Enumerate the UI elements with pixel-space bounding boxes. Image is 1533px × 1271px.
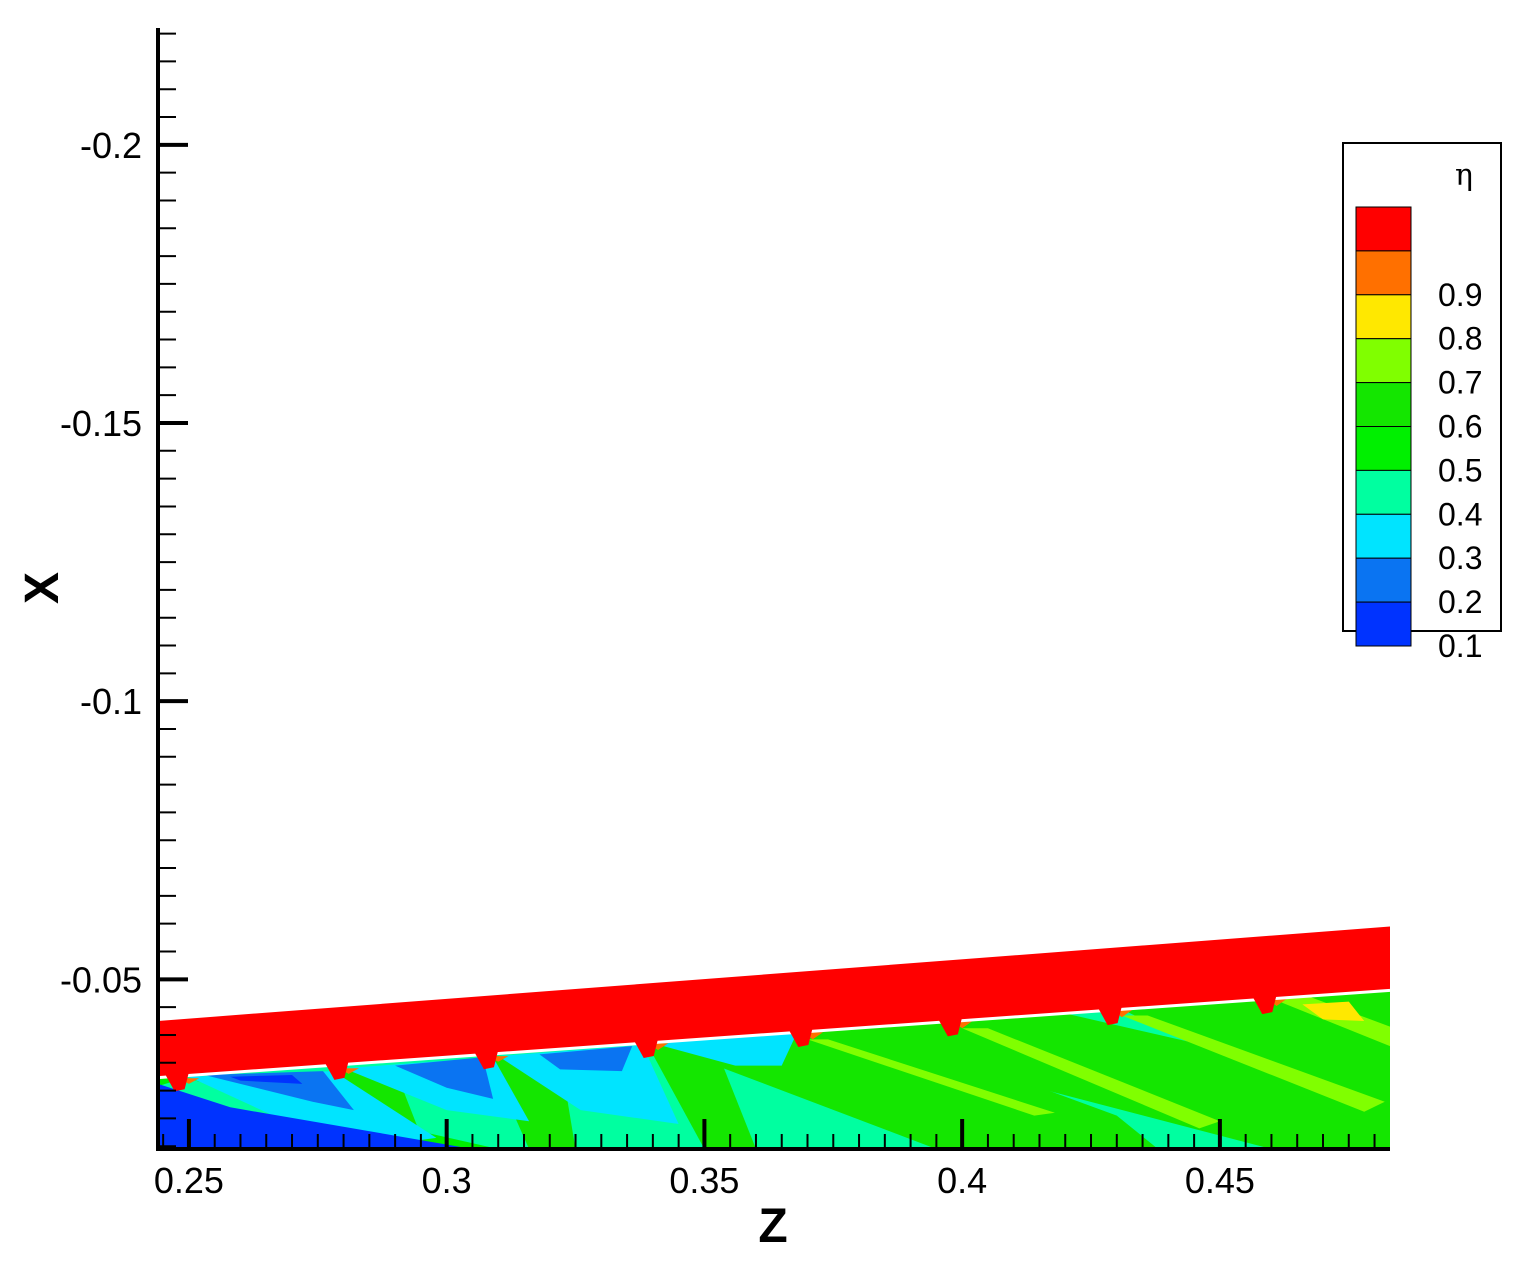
contour-region-eta-0-1 (158, 1083, 473, 1149)
wall-gap-line (158, 988, 1390, 1080)
contour-region-eta-0-7 (1121, 1015, 1385, 1112)
legend-label: 0.2 (1438, 584, 1482, 620)
contour-region-eta-0-1 (230, 1075, 303, 1084)
cooling-hole-exit (324, 1061, 349, 1080)
legend: η 0.9 0.8 0.7 0.6 0.5 0.4 0.3 0.2 0.1 (1342, 142, 1502, 664)
contour-region-eta-0-2 (539, 1046, 633, 1072)
legend-label: 0.9 (1438, 277, 1482, 313)
legend-swatch (1355, 338, 1412, 384)
cooling-hole-exit (164, 1073, 189, 1092)
wall-band (158, 926, 1390, 1092)
cooling-hole-exit (788, 1028, 813, 1047)
contour-region-eta-0-6 (647, 1045, 756, 1149)
legend-swatch (1355, 601, 1412, 647)
contour-field (158, 989, 1390, 1149)
cooling-hole-exit (937, 1018, 962, 1037)
contour-region-eta-0-3 (188, 1071, 437, 1144)
x-tick-label: 0.3 (422, 1160, 472, 1201)
x-tick-label: 0.25 (154, 1160, 224, 1201)
legend-label: 0.5 (1438, 452, 1482, 488)
x-tick-label: 0.45 (1185, 1160, 1255, 1201)
wall-band-fill (158, 926, 1390, 1077)
cooling-hole-exit (1097, 1007, 1122, 1026)
contour-region-eta-0-7 (1276, 996, 1390, 1047)
legend-swatch (1355, 513, 1412, 559)
legend-swatch (1355, 426, 1412, 471)
contour-region-eta-0-7 (962, 1028, 1220, 1129)
legend-label: 0.7 (1438, 365, 1482, 401)
cooling-hole-exit (633, 1039, 658, 1058)
y-tick-label: -0.05 (60, 959, 142, 1000)
legend-swatches (1355, 206, 1412, 647)
legend-label: 0.6 (1438, 409, 1482, 445)
x-axis-title: Z (758, 1200, 787, 1253)
legend-swatch (1355, 557, 1412, 603)
x-ticks: 0.25 0.3 0.35 0.4 0.45 (154, 1119, 1376, 1201)
x-tick-label: 0.4 (937, 1160, 987, 1201)
legend-swatch (1355, 250, 1412, 296)
y-tick-label: -0.1 (80, 681, 142, 722)
legend-title: η (1455, 158, 1473, 193)
y-axis-title: X (16, 572, 69, 604)
legend-swatch (1355, 294, 1412, 340)
contour-region-eta-0-6 (1276, 989, 1390, 1013)
contour-region-eta-0-2 (395, 1057, 494, 1099)
y-tick-label: -0.15 (60, 403, 142, 444)
axes (156, 28, 1390, 1151)
legend-label: 0.1 (1438, 628, 1482, 664)
contour-region-eta-0-8 (1302, 1001, 1365, 1021)
legend-label: 0.8 (1438, 321, 1482, 357)
legend-label: 0.4 (1438, 496, 1482, 532)
y-ticks: -0.2 -0.15 -0.1 -0.05 (60, 32, 188, 1148)
legend-label: 0.3 (1438, 540, 1482, 576)
legend-labels: 0.9 0.8 0.7 0.6 0.5 0.4 0.3 0.2 0.1 (1438, 277, 1482, 664)
x-tick-label: 0.35 (669, 1160, 739, 1201)
contour-region-eta-0-2 (204, 1071, 354, 1111)
contour-region-eta-0-7 (807, 1039, 1055, 1116)
cooling-hole-exit (1252, 996, 1277, 1015)
legend-swatch (1355, 382, 1412, 428)
y-tick-label: -0.2 (80, 125, 142, 166)
contour-region-eta-0-3 (498, 1045, 679, 1124)
legend-swatch (1355, 206, 1412, 252)
cooling-hole-exit (473, 1051, 498, 1070)
legend-swatch (1355, 469, 1412, 515)
